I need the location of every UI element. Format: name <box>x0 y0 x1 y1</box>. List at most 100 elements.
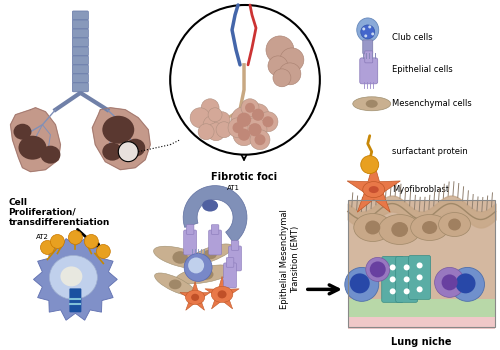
Ellipse shape <box>40 146 60 164</box>
Ellipse shape <box>438 212 470 237</box>
FancyBboxPatch shape <box>72 20 88 29</box>
Bar <box>348 199 496 299</box>
FancyBboxPatch shape <box>208 230 222 255</box>
FancyBboxPatch shape <box>224 263 236 288</box>
Circle shape <box>203 116 221 134</box>
FancyBboxPatch shape <box>231 241 239 250</box>
Ellipse shape <box>392 222 408 237</box>
Ellipse shape <box>169 280 181 289</box>
Circle shape <box>252 109 264 121</box>
Text: Mesenchymal cells: Mesenchymal cells <box>392 99 471 108</box>
FancyBboxPatch shape <box>360 58 378 84</box>
Circle shape <box>361 25 374 39</box>
Circle shape <box>273 69 291 87</box>
Circle shape <box>370 261 386 278</box>
FancyBboxPatch shape <box>186 225 194 234</box>
Circle shape <box>364 34 367 37</box>
Circle shape <box>231 107 257 133</box>
Circle shape <box>188 258 204 273</box>
FancyBboxPatch shape <box>363 40 372 54</box>
Ellipse shape <box>366 100 378 108</box>
Circle shape <box>416 286 422 292</box>
Bar <box>348 315 496 329</box>
Circle shape <box>416 262 422 268</box>
Circle shape <box>416 274 422 280</box>
Bar <box>348 298 496 317</box>
Circle shape <box>214 112 230 128</box>
Circle shape <box>198 124 214 140</box>
Polygon shape <box>34 239 117 320</box>
FancyBboxPatch shape <box>408 256 430 299</box>
Ellipse shape <box>191 294 199 301</box>
Ellipse shape <box>448 218 461 231</box>
Text: Epithelial cells: Epithelial cells <box>392 65 452 74</box>
Ellipse shape <box>202 199 218 211</box>
Circle shape <box>228 118 248 138</box>
Circle shape <box>258 112 278 132</box>
Text: Club cells: Club cells <box>392 33 432 42</box>
Bar <box>348 199 496 327</box>
Polygon shape <box>180 281 210 310</box>
Polygon shape <box>347 162 401 212</box>
Text: Fibrotic foci: Fibrotic foci <box>211 172 277 182</box>
FancyBboxPatch shape <box>212 225 219 234</box>
Ellipse shape <box>357 18 378 42</box>
Circle shape <box>208 108 222 122</box>
Ellipse shape <box>410 215 449 240</box>
Circle shape <box>184 253 212 281</box>
FancyBboxPatch shape <box>382 257 404 302</box>
Ellipse shape <box>154 273 196 296</box>
Ellipse shape <box>188 244 232 265</box>
Ellipse shape <box>204 250 217 259</box>
Circle shape <box>442 274 458 290</box>
Circle shape <box>362 27 365 30</box>
Ellipse shape <box>422 221 437 234</box>
Circle shape <box>243 118 267 142</box>
Text: Cell
Proliferation/
transdifferentiation: Cell Proliferation/ transdifferentiation <box>8 197 110 228</box>
Polygon shape <box>183 186 247 243</box>
Circle shape <box>404 276 409 282</box>
Circle shape <box>390 264 396 271</box>
Circle shape <box>280 48 304 72</box>
Circle shape <box>390 276 396 282</box>
Ellipse shape <box>218 290 226 299</box>
FancyBboxPatch shape <box>226 258 234 267</box>
Circle shape <box>245 103 255 113</box>
Ellipse shape <box>60 266 82 286</box>
Circle shape <box>170 5 320 155</box>
Circle shape <box>118 142 138 162</box>
Ellipse shape <box>126 139 145 157</box>
FancyBboxPatch shape <box>72 38 88 47</box>
Text: Myofibroblast: Myofibroblast <box>392 185 449 194</box>
Circle shape <box>238 129 250 141</box>
Circle shape <box>96 244 110 258</box>
FancyBboxPatch shape <box>365 51 372 63</box>
Ellipse shape <box>102 116 134 144</box>
Ellipse shape <box>363 182 384 197</box>
Circle shape <box>268 56 288 76</box>
Circle shape <box>279 63 301 85</box>
Text: AT1: AT1 <box>227 184 240 191</box>
Circle shape <box>404 264 409 271</box>
Ellipse shape <box>50 256 98 299</box>
FancyBboxPatch shape <box>72 74 88 83</box>
Circle shape <box>361 156 378 174</box>
Circle shape <box>262 116 274 127</box>
FancyBboxPatch shape <box>72 11 88 20</box>
FancyBboxPatch shape <box>228 246 241 271</box>
Circle shape <box>450 267 484 301</box>
Circle shape <box>368 26 371 28</box>
Circle shape <box>434 267 464 297</box>
Circle shape <box>40 240 54 254</box>
Ellipse shape <box>186 290 204 304</box>
FancyBboxPatch shape <box>72 56 88 65</box>
FancyBboxPatch shape <box>72 29 88 38</box>
Polygon shape <box>205 276 239 309</box>
Circle shape <box>84 234 98 248</box>
Circle shape <box>237 113 251 127</box>
FancyBboxPatch shape <box>72 83 88 92</box>
Text: Lung niche: Lung niche <box>392 337 452 347</box>
Circle shape <box>201 99 219 117</box>
FancyBboxPatch shape <box>70 288 82 312</box>
Ellipse shape <box>368 186 378 193</box>
